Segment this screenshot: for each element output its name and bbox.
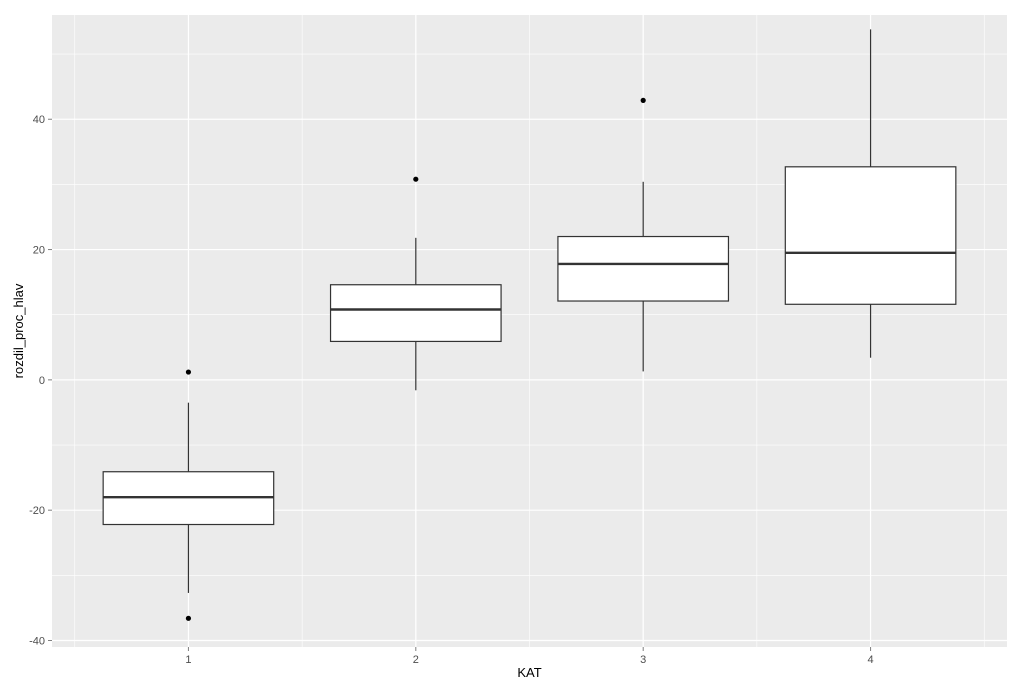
box-2 [329,176,502,391]
box-body [784,166,957,305]
box-series [102,29,957,621]
x-axis-title: KAT [517,665,541,680]
x-axis-ticks: 1 2 3 4 [185,647,874,666]
outlier-point [640,97,646,103]
x-tick-label: 1 [185,654,191,666]
y-tick-label: 20 [33,245,45,257]
outlier-point [413,176,419,182]
box-1 [102,369,275,621]
x-tick-label: 2 [413,654,419,666]
outlier-point [185,615,192,621]
y-tick-label: -40 [29,635,45,647]
box-4 [784,29,957,358]
y-axis-title: rozdil_proc_hlav [11,283,26,378]
box-body [329,284,502,343]
outlier-point [185,369,192,375]
y-tick-label: 40 [33,114,45,126]
minor-gridlines [52,15,1007,647]
box-body [557,235,730,302]
y-tick-label: 0 [39,375,45,387]
x-tick-label: 3 [640,654,646,666]
x-tick-label: 4 [868,654,874,666]
y-tick-label: -20 [29,505,45,517]
y-axis-ticks: -40 -20 0 20 40 [29,114,52,647]
box-3 [557,97,730,372]
